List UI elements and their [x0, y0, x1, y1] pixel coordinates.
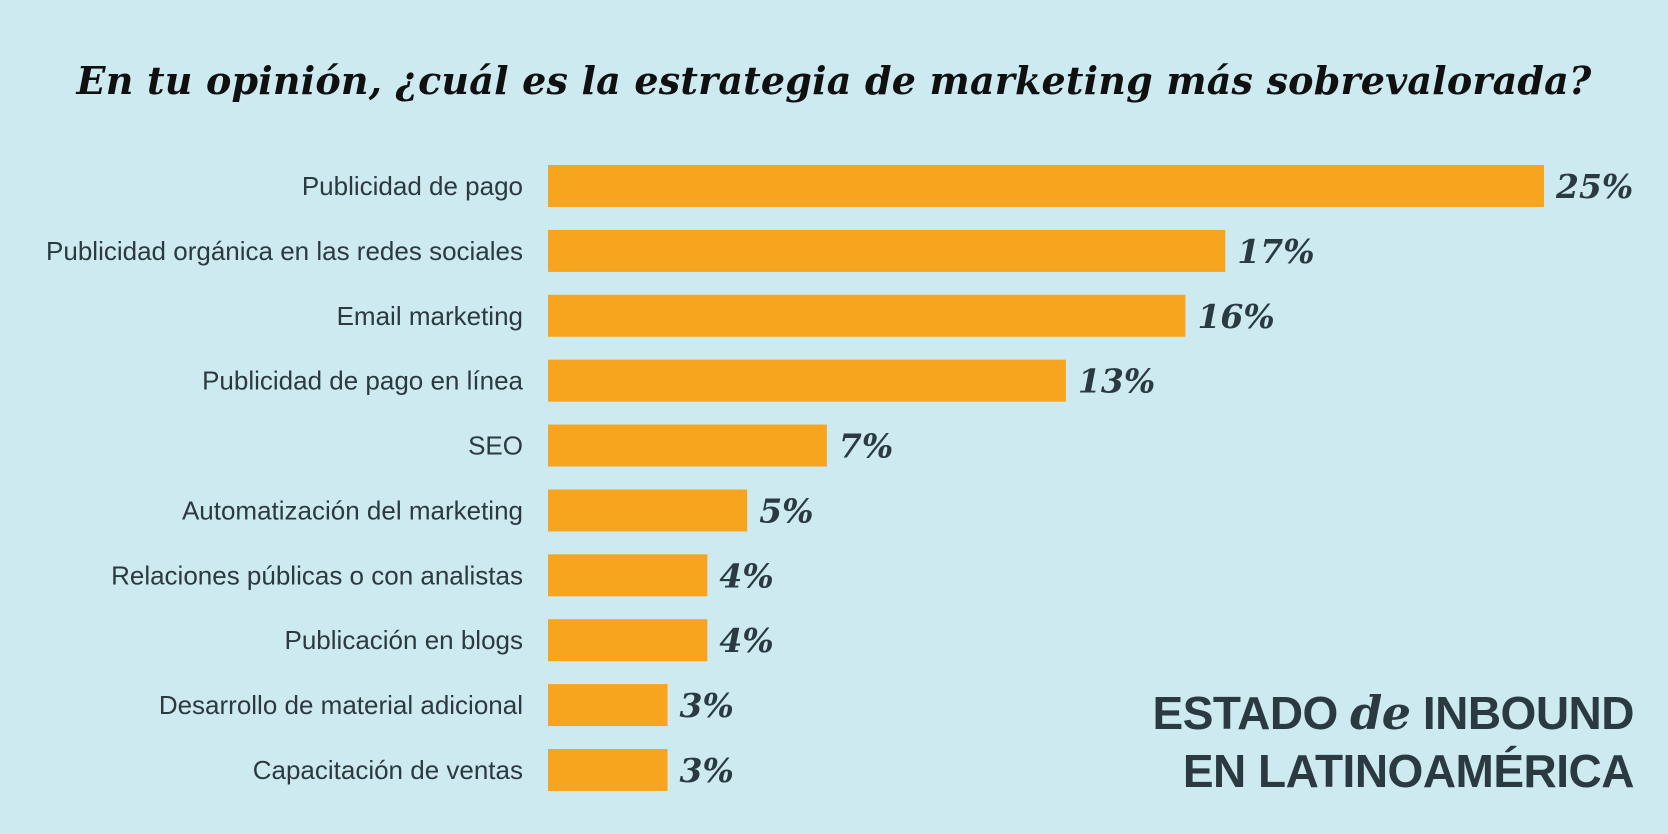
- bar-8: [548, 619, 708, 662]
- value-label-10: 3%: [680, 751, 734, 790]
- brand-word-inbound: INBOUND: [1422, 687, 1635, 739]
- value-label-9: 3%: [680, 686, 734, 725]
- category-label-1: Publicidad de pago: [302, 171, 523, 201]
- brand-line-2: EN LATINOAMÉRICA: [1182, 745, 1635, 797]
- brand-word-de: de: [1350, 686, 1411, 740]
- brand-logo-text: ESTADO de INBOUND EN LATINOAMÉRICA: [1152, 684, 1635, 800]
- category-label-8: Publicación en blogs: [285, 625, 524, 655]
- value-label-8: 4%: [719, 621, 773, 660]
- bar-10: [548, 749, 668, 791]
- value-labels-group: 25% 17% 16% 13% 7% 5% 4% 4% 3% 3%: [680, 167, 1634, 790]
- bar-2: [548, 229, 1226, 272]
- bar-6: [548, 489, 748, 532]
- value-label-6: 5%: [759, 491, 813, 530]
- value-label-2: 17%: [1237, 232, 1314, 271]
- category-label-7: Relaciones públicas o con analistas: [111, 560, 523, 590]
- value-label-5: 7%: [839, 427, 893, 466]
- bar-1: [548, 165, 1544, 207]
- value-label-3: 16%: [1197, 297, 1274, 336]
- bars-group: [548, 165, 1544, 791]
- category-label-3: Email marketing: [337, 301, 523, 331]
- category-label-2: Publicidad orgánica en las redes sociale…: [46, 236, 523, 266]
- brand-line-1: ESTADO de INBOUND: [1152, 684, 1635, 742]
- category-label-9: Desarrollo de material adicional: [159, 690, 523, 720]
- category-label-4: Publicidad de pago en línea: [202, 366, 523, 396]
- chart-title: En tu opinión, ¿cuál es la estrategia de…: [76, 58, 1592, 103]
- bar-7: [548, 554, 708, 597]
- bar-9: [548, 684, 668, 727]
- bar-5: [548, 424, 827, 467]
- bar-3: [548, 294, 1186, 337]
- category-label-5: SEO: [468, 431, 523, 461]
- bar-4: [548, 359, 1066, 402]
- category-labels-group: Publicidad de pago Publicidad orgánica en…: [46, 171, 523, 785]
- value-label-4: 13%: [1078, 362, 1155, 401]
- brand-word-estado: ESTADO: [1152, 687, 1339, 739]
- category-label-10: Capacitación de ventas: [253, 755, 523, 785]
- value-label-1: 25%: [1555, 167, 1633, 206]
- category-label-6: Automatización del marketing: [182, 495, 523, 525]
- value-label-7: 4%: [719, 556, 773, 595]
